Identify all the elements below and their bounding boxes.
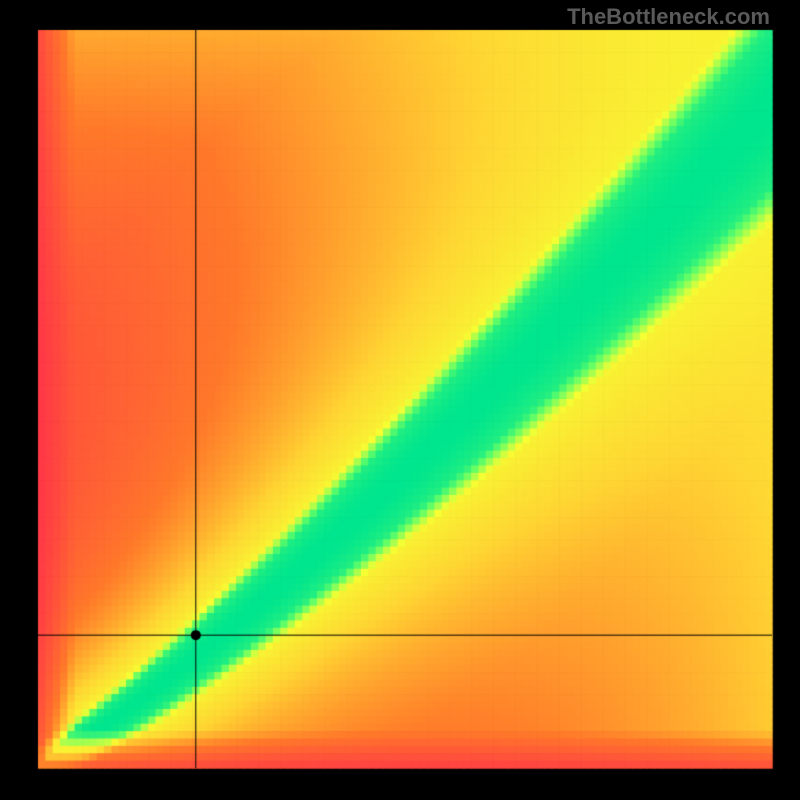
watermark-text: TheBottleneck.com <box>567 4 770 30</box>
chart-container: TheBottleneck.com <box>0 0 800 800</box>
bottleneck-heatmap <box>0 0 800 800</box>
